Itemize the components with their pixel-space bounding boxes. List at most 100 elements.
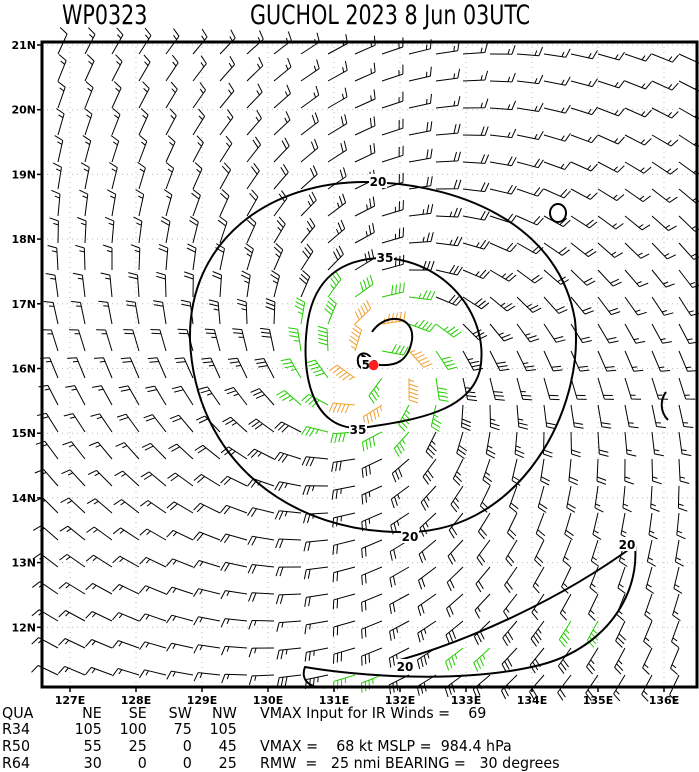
wind-barb xyxy=(435,236,463,247)
wind-barb xyxy=(82,135,92,163)
wind-barb xyxy=(489,269,517,282)
wind-barb xyxy=(462,182,490,193)
wind-barb xyxy=(462,98,489,109)
wind-barb xyxy=(138,27,152,55)
wind-barb xyxy=(651,404,666,429)
wind-barb xyxy=(354,299,372,325)
wind-barb xyxy=(624,458,634,485)
wind-barb xyxy=(189,216,199,244)
wind-barb xyxy=(543,188,571,199)
wind-barb xyxy=(275,538,302,549)
wind-barb xyxy=(166,642,194,652)
wind-barb xyxy=(84,54,95,82)
table-cell: 0 xyxy=(137,754,147,772)
wind-barb xyxy=(489,323,513,342)
wind-barb xyxy=(500,674,518,700)
wind-barb xyxy=(543,104,571,114)
lat-label: 18N xyxy=(11,233,36,246)
wind-barb xyxy=(537,485,548,513)
wind-barb xyxy=(58,610,86,622)
wind-barb xyxy=(248,674,275,686)
wind-barb xyxy=(516,269,543,284)
wind-barb xyxy=(219,82,235,109)
wind-barb xyxy=(156,271,167,298)
wind-barb xyxy=(597,269,622,287)
wind-barb xyxy=(276,620,302,632)
wind-barb xyxy=(678,458,690,484)
wind-barb xyxy=(120,357,140,379)
wind-barb xyxy=(107,189,117,217)
wind-barb xyxy=(642,647,653,675)
wind-barb xyxy=(274,481,302,492)
wind-barb xyxy=(381,118,404,136)
wind-barb xyxy=(220,590,248,600)
lat-label: 19N xyxy=(11,168,36,181)
wind-barb xyxy=(246,216,257,244)
wind-barb xyxy=(422,458,437,485)
wind-barb xyxy=(153,300,167,325)
row-label: R34 xyxy=(2,720,31,738)
wind-barb xyxy=(112,612,140,622)
wind-barb xyxy=(246,56,264,82)
wind-barb xyxy=(112,584,140,595)
wind-barb xyxy=(100,272,113,298)
wind-barb xyxy=(585,674,599,702)
wind-barb xyxy=(489,404,500,431)
wind-barb xyxy=(79,189,89,217)
wind-barb xyxy=(45,273,59,298)
wind-barb xyxy=(275,593,302,605)
wind-barb xyxy=(645,566,655,594)
wind-barb xyxy=(327,87,348,109)
wind-barb xyxy=(624,323,646,344)
wind-barb xyxy=(670,647,680,675)
summary-line-3: RMW = 25 nmi BEARING = 30 degrees xyxy=(260,754,560,772)
wind-barb xyxy=(184,271,194,298)
wind-barb xyxy=(594,485,604,513)
wind-barb xyxy=(408,349,433,368)
wind-barb xyxy=(36,412,59,433)
wind-barb xyxy=(361,539,383,559)
wind-barb xyxy=(166,501,194,514)
wind-barb xyxy=(597,215,624,230)
wind-barb xyxy=(651,161,679,175)
lon-label: 132E xyxy=(385,694,415,707)
contour-label: 35 xyxy=(350,423,367,437)
wind-barb xyxy=(462,239,490,250)
wind-barb xyxy=(381,227,404,244)
wind-barb xyxy=(532,566,545,594)
contour-label: 20 xyxy=(397,660,414,674)
wind-barb xyxy=(32,525,59,541)
wind-barb xyxy=(87,469,113,487)
wind-barb xyxy=(393,431,410,457)
col-ne: NE xyxy=(82,704,102,722)
wind-barb xyxy=(568,458,579,486)
wind-barb xyxy=(300,112,319,136)
wind-barb xyxy=(98,300,113,325)
wind-barb xyxy=(31,581,59,595)
wind-barb xyxy=(644,593,653,621)
wind-barb xyxy=(193,616,221,626)
wind-barb xyxy=(615,620,627,648)
wind-barb xyxy=(300,59,320,82)
wind-barb xyxy=(324,297,337,325)
wind-barb xyxy=(473,647,491,672)
wind-barb xyxy=(435,151,461,163)
wind-barb xyxy=(303,566,329,580)
wind-barb xyxy=(51,189,61,217)
wind-barb xyxy=(275,566,302,577)
contour-20kt-east xyxy=(660,391,669,421)
wind-barb xyxy=(35,440,59,460)
wind-barb xyxy=(110,135,120,163)
wind-barb xyxy=(222,416,248,433)
wind-barb xyxy=(85,582,113,595)
wind-barb xyxy=(220,618,248,628)
wind-barb xyxy=(84,108,93,136)
wind-barb xyxy=(590,539,600,567)
wind-barb xyxy=(333,647,356,664)
wind-barb xyxy=(557,647,572,674)
wind-barb xyxy=(361,458,383,478)
wind-barb xyxy=(109,162,118,190)
wind-barb xyxy=(165,108,177,136)
wind-barb xyxy=(246,189,259,217)
